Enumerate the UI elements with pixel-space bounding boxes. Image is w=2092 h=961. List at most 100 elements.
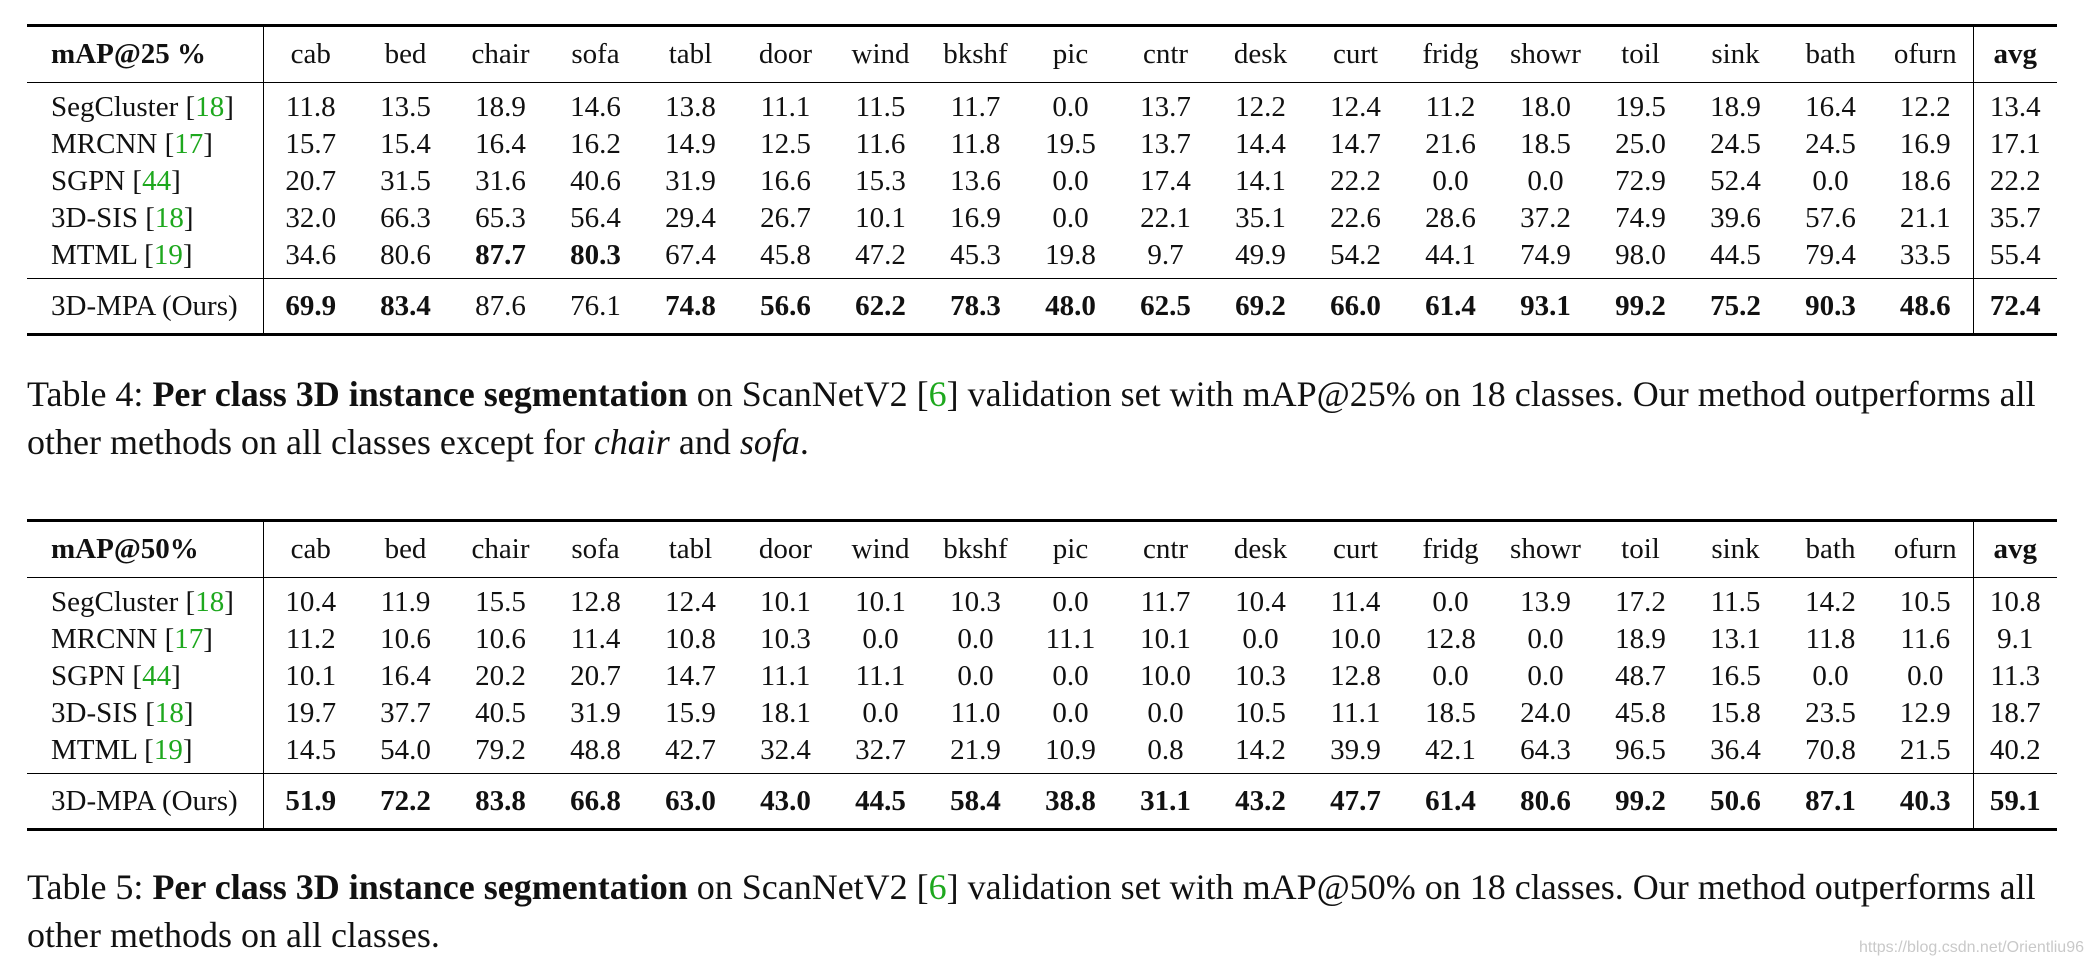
table-4-caption: Table 4: Per class 3D instance segmentat… bbox=[27, 370, 2067, 466]
value-cell: 69.2 bbox=[1235, 289, 1286, 322]
value-cell: 19.5 bbox=[1045, 128, 1096, 160]
value-cell: 10.6 bbox=[380, 623, 431, 655]
value-cell: 12.2 bbox=[1899, 91, 1951, 123]
value-cell: 11.5 bbox=[855, 91, 906, 123]
caption-italic-chair: chair bbox=[593, 422, 670, 462]
value-cell: 0.0 bbox=[1527, 165, 1564, 197]
value-cell: 14.7 bbox=[665, 660, 716, 692]
header-row: mAP@25 % cab bed chair sofa tabl door wind bkshf… bbox=[27, 25, 2057, 83]
value-cell: 10.1 bbox=[855, 202, 906, 234]
citation-link[interactable]: 6 bbox=[928, 374, 947, 414]
value-cell: 34.6 bbox=[262, 237, 358, 279]
value-cell: 99.2 bbox=[1615, 289, 1666, 322]
avg-cell: 55.4 bbox=[1972, 237, 2057, 279]
column-header-avg: avg bbox=[1972, 520, 2057, 578]
value-cell: 10.0 bbox=[1330, 623, 1381, 655]
column-header-bkshf: bkshf bbox=[928, 25, 1023, 83]
value-cell: 31.5 bbox=[380, 165, 431, 197]
column-header-chair: chair bbox=[453, 25, 548, 83]
value-cell: 39.6 bbox=[1710, 202, 1761, 234]
caption-text: on ScanNetV2 [ bbox=[687, 374, 929, 414]
value-cell: 10.4 bbox=[262, 577, 358, 621]
value-cell: 98.0 bbox=[1615, 239, 1666, 271]
value-cell: 78.3 bbox=[950, 289, 1001, 322]
value-cell: 14.6 bbox=[570, 91, 621, 123]
value-cell: 11.6 bbox=[1900, 623, 1951, 655]
value-cell: 79.4 bbox=[1805, 239, 1856, 271]
value-cell: 0.0 bbox=[1052, 586, 1089, 618]
citation-link[interactable]: 19 bbox=[153, 239, 183, 271]
column-header-showr: showr bbox=[1498, 25, 1593, 83]
value-cell: 40.3 bbox=[1899, 784, 1951, 817]
caption-text: ] validation set with mAP@50% on 18 clas… bbox=[27, 867, 2036, 955]
citation-link[interactable]: 44 bbox=[142, 660, 172, 692]
value-cell: 13.1 bbox=[1710, 623, 1761, 655]
value-cell: 10.1 bbox=[1140, 623, 1191, 655]
value-cell: 33.5 bbox=[1899, 239, 1951, 271]
citation-link[interactable]: 19 bbox=[153, 734, 183, 766]
method-name: SGPN [44] bbox=[51, 660, 181, 692]
column-header-fridg: fridg bbox=[1403, 25, 1498, 83]
citation-link[interactable]: 17 bbox=[174, 623, 204, 655]
value-cell: 61.4 bbox=[1425, 784, 1476, 817]
citation-link[interactable]: 17 bbox=[174, 128, 204, 160]
table-row: SGPN [44] 20.7 31.5 31.6 40.6 31.9 16.6 15.3 13.… bbox=[27, 163, 2057, 200]
table-5: mAP@50% cab bed chair sofa tabl door wind bkshf p… bbox=[27, 519, 2057, 831]
value-cell: 47.7 bbox=[1330, 784, 1381, 817]
citation-link[interactable]: 44 bbox=[142, 165, 172, 197]
value-cell: 0.0 bbox=[1432, 165, 1469, 197]
value-cell: 42.7 bbox=[665, 734, 716, 766]
table-row: MRCNN [17] 11.2 10.6 10.6 11.4 10.8 10.3 0.0 0.0… bbox=[27, 621, 2057, 658]
method-name: 3D-SIS [18] bbox=[51, 202, 194, 234]
value-cell: 0.0 bbox=[957, 623, 994, 655]
value-cell: 18.6 bbox=[1899, 165, 1951, 197]
value-cell: 10.3 bbox=[760, 623, 811, 655]
value-cell: 70.8 bbox=[1805, 734, 1856, 766]
value-cell: 44.1 bbox=[1425, 239, 1476, 271]
table-5-caption: Table 5: Per class 3D instance segmentat… bbox=[27, 863, 2067, 959]
value-cell: 99.2 bbox=[1615, 784, 1666, 817]
column-header-cab: cab bbox=[262, 520, 358, 578]
column-header-tabl: tabl bbox=[643, 520, 738, 578]
table-4: mAP@25 % cab bed chair sofa tabl door wind bkshf… bbox=[27, 24, 2057, 336]
avg-cell: 59.1 bbox=[1972, 773, 2057, 830]
value-cell: 10.3 bbox=[950, 586, 1001, 618]
column-header-toil: toil bbox=[1593, 520, 1688, 578]
value-cell: 90.3 bbox=[1805, 289, 1856, 322]
value-cell: 11.4 bbox=[1330, 586, 1381, 618]
table-row: 3D-SIS [18] 19.7 37.7 40.5 31.9 15.9 18.1 0.0 11… bbox=[27, 695, 2057, 732]
value-cell: 0.0 bbox=[957, 660, 994, 692]
column-header-cntr: cntr bbox=[1118, 25, 1213, 83]
citation-link[interactable]: 18 bbox=[154, 202, 184, 234]
table-row: 3D-SIS [18] 32.0 66.3 65.3 56.4 29.4 26.7 10.1 1… bbox=[27, 200, 2057, 237]
value-cell: 0.0 bbox=[1052, 660, 1089, 692]
value-cell: 37.7 bbox=[380, 697, 431, 729]
column-header-curt: curt bbox=[1308, 25, 1403, 83]
column-header-curt: curt bbox=[1308, 520, 1403, 578]
value-cell: 14.7 bbox=[1330, 128, 1381, 160]
method-name: 3D-MPA (Ours) bbox=[51, 784, 238, 817]
value-cell: 18.1 bbox=[760, 697, 811, 729]
column-header-bed: bed bbox=[358, 520, 453, 578]
column-header-pic: pic bbox=[1023, 25, 1118, 83]
column-header-wind: wind bbox=[833, 520, 928, 578]
value-cell: 17.4 bbox=[1140, 165, 1191, 197]
value-cell: 15.8 bbox=[1710, 697, 1761, 729]
column-header-tabl: tabl bbox=[643, 25, 738, 83]
value-cell: 62.5 bbox=[1140, 289, 1191, 322]
column-header-chair: chair bbox=[453, 520, 548, 578]
value-cell: 0.0 bbox=[862, 697, 899, 729]
citation-link[interactable]: 6 bbox=[928, 867, 947, 907]
value-cell: 49.9 bbox=[1235, 239, 1286, 271]
value-cell: 16.9 bbox=[1899, 128, 1951, 160]
value-cell: 12.2 bbox=[1235, 91, 1286, 123]
citation-link[interactable]: 18 bbox=[195, 586, 225, 618]
citation-link[interactable]: 18 bbox=[195, 91, 225, 123]
value-cell: 66.0 bbox=[1330, 289, 1381, 322]
value-cell: 21.1 bbox=[1899, 202, 1951, 234]
table-row: MTML [19] 34.6 80.6 87.7 80.3 67.4 45.8 47.2 45.… bbox=[27, 237, 2057, 279]
citation-link[interactable]: 18 bbox=[154, 697, 184, 729]
value-cell: 62.2 bbox=[855, 289, 906, 322]
value-cell: 22.6 bbox=[1330, 202, 1381, 234]
caption-title: Per class 3D instance segmentation bbox=[152, 867, 688, 907]
